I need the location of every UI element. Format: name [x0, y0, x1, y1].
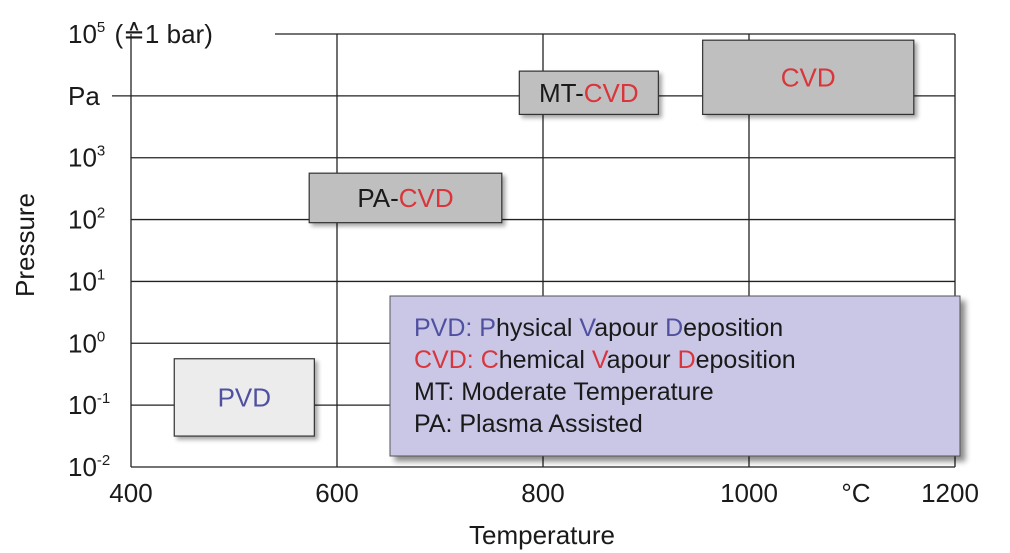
region-label: CVD [781, 62, 836, 92]
text-part: D [678, 346, 696, 374]
text-part: apour [607, 346, 678, 374]
region-box [518, 70, 659, 116]
text-part: CVD [584, 78, 639, 108]
region-pvd: PVD [173, 358, 315, 437]
region-cvd: CVD [702, 39, 915, 116]
x-tick-label: 600 [315, 478, 358, 508]
region-label: PVD [218, 382, 271, 412]
y-tick-label: 101 [68, 266, 105, 296]
text-part: V [579, 314, 596, 342]
x-tick-label: 800 [521, 478, 564, 508]
region-box [173, 358, 315, 437]
y-tick-label: 100 [68, 328, 105, 358]
region-label: MT-CVD [539, 78, 639, 108]
legend-box [389, 295, 961, 457]
y-tick-label: Pa [68, 81, 100, 111]
text-part: MT- [539, 78, 584, 108]
text-part: hysical [496, 314, 579, 342]
y-tick-label: 10-1 [68, 390, 110, 420]
region-mt-cvd: MT-CVD [518, 70, 659, 116]
text-part: C [481, 346, 499, 374]
legend-entry: PVD: Physical Vapour Deposition [414, 314, 783, 342]
text-part: V [592, 346, 609, 374]
x-tick-labels: 400 600 800 1000 1200 [109, 478, 979, 508]
text-part: D [665, 314, 683, 342]
legend-entry: PA: Plasma Assisted [414, 410, 643, 438]
text-part: PA: Plasma Assisted [414, 410, 643, 438]
text-part: PA- [357, 183, 398, 213]
text-part: P [479, 314, 496, 342]
y-axis-title: Pressure [10, 193, 40, 297]
text-part: MT: Moderate Temperature [414, 378, 714, 406]
region-box [702, 39, 915, 116]
region-label: PA-CVD [357, 183, 453, 213]
text-part: CVD: [414, 346, 481, 374]
text-part: eposition [696, 346, 796, 374]
x-tick-label: 1200 [921, 478, 979, 508]
text-part: apour [594, 314, 665, 342]
x-axis-title: Temperature [469, 520, 615, 550]
text-part: PVD [218, 382, 271, 412]
region-pa-cvd: PA-CVD [308, 172, 503, 224]
x-tick-label: 400 [109, 478, 152, 508]
y-tick-label: 105 (≙1 bar) [68, 19, 213, 49]
legend-entry: MT: Moderate Temperature [414, 378, 714, 406]
x-unit-label: °C [841, 478, 870, 508]
text-part: eposition [683, 314, 783, 342]
text-part: hemical [499, 346, 592, 374]
y-tick-label: 10-2 [68, 452, 110, 482]
y-tick-label: 103 [68, 143, 105, 173]
legend-entry: CVD: Chemical Vapour Deposition [414, 346, 796, 374]
x-tick-label: 1000 [720, 478, 778, 508]
y-tick-labels: 105 (≙1 bar) Pa 103 102 101 100 10-1 10-2 [68, 19, 213, 482]
y-tick-label: 102 [68, 205, 105, 235]
text-part: CVD [399, 183, 454, 213]
text-part: CVD [781, 62, 836, 92]
region-box [308, 172, 503, 224]
text-part: PVD: [414, 314, 479, 342]
